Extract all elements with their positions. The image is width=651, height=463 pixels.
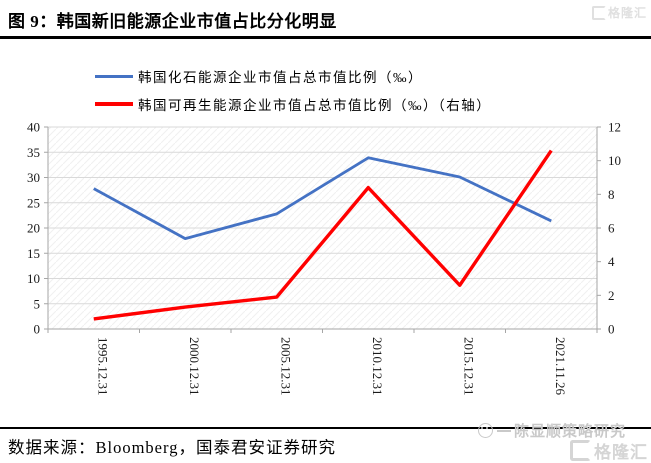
svg-text:8: 8: [608, 187, 615, 202]
smiley-face-icon: [477, 423, 493, 438]
svg-text:10: 10: [27, 271, 40, 286]
legend-item-fossil: 韩国化石能源企业市值占总市值比例（‰）: [95, 62, 491, 90]
svg-text:15: 15: [27, 246, 40, 261]
svg-text:30: 30: [27, 170, 40, 185]
figure-title: 图 9：韩国新旧能源企业市值占比分化明显: [8, 12, 337, 31]
left-axis-labels: 0 5 10 15 20 25 30 35 40: [27, 120, 40, 337]
data-source: 数据来源：Bloomberg，国泰君安证券研究: [8, 438, 336, 457]
gelonghui-logo-icon: [570, 440, 591, 461]
renewable-line-swatch: [95, 102, 133, 106]
watermark-dash: [496, 429, 511, 432]
line-chart: 0 5 10 15 20 25 30 35 40 0 2 4 6 8 10 12 1995.12.31 2000.…: [27, 120, 621, 396]
watermark-top-right-label: 格隆汇: [607, 6, 647, 20]
chart-legend: 韩国化石能源企业市值占总市值比例（‰） 韩国可再生能源企业市值占总市值比例（‰）…: [95, 62, 491, 118]
watermark-top-right: 格隆汇: [591, 4, 647, 21]
svg-text:2021.11.26: 2021.11.26: [553, 337, 568, 396]
x-axis-labels: 1995.12.31 2000.12.31 2005.12.31 2010.12.31…: [95, 337, 568, 396]
svg-text:2000.12.31: 2000.12.31: [187, 337, 202, 396]
svg-text:12: 12: [608, 120, 621, 135]
svg-text:0: 0: [608, 322, 615, 337]
watermark-analyst-label: 陈显顺策略研究: [513, 423, 626, 440]
gelonghui-logo-icon: [591, 5, 606, 20]
svg-text:2005.12.31: 2005.12.31: [278, 337, 293, 396]
svg-text:2010.12.31: 2010.12.31: [370, 337, 385, 396]
axes: [44, 126, 601, 333]
legend-label-fossil: 韩国化石能源企业市值占总市值比例（‰）: [138, 70, 423, 85]
series-line-1: [93, 149, 553, 321]
svg-text:5: 5: [34, 296, 41, 311]
svg-text:40: 40: [27, 120, 40, 135]
legend-label-renewable: 韩国可再生能源企业市值占总市值比例（‰）（右轴）: [138, 98, 492, 113]
svg-text:0: 0: [34, 322, 41, 337]
footer-divider: [0, 427, 651, 429]
svg-text:10: 10: [608, 153, 621, 168]
svg-text:4: 4: [608, 254, 615, 269]
series-line-0: [93, 156, 552, 241]
title-divider: [0, 36, 651, 39]
fossil-line-swatch: [95, 74, 133, 78]
svg-text:25: 25: [27, 195, 40, 210]
watermark-brand: 格隆汇: [570, 438, 648, 463]
svg-text:2: 2: [608, 288, 615, 303]
right-axis-labels: 0 2 4 6 8 10 12: [608, 120, 621, 337]
watermark-analyst: 陈显顺策略研究: [477, 420, 626, 441]
svg-text:35: 35: [27, 145, 40, 160]
watermark-brand-label: 格隆汇: [594, 443, 648, 462]
svg-text:6: 6: [608, 221, 615, 236]
svg-text:20: 20: [27, 221, 40, 236]
legend-item-renewable: 韩国可再生能源企业市值占总市值比例（‰）（右轴）: [95, 90, 491, 118]
svg-text:2015.12.31: 2015.12.31: [461, 337, 476, 396]
svg-text:1995.12.31: 1995.12.31: [95, 337, 110, 396]
